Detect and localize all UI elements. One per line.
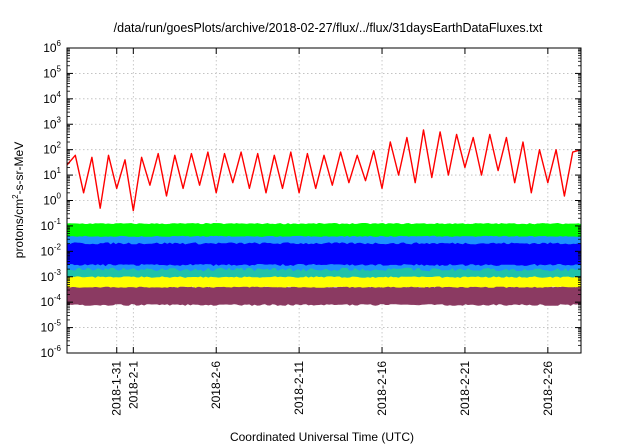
chart-title: /data/run/goesPlots/archive/2018-02-27/f… bbox=[114, 21, 543, 35]
y-tick-exponent: 2 bbox=[57, 141, 62, 150]
y-axis-label-superscript: 2 bbox=[11, 194, 20, 199]
y-tick-base: 10 bbox=[43, 41, 57, 55]
y-tick-base: 10 bbox=[41, 244, 55, 258]
y-tick-base: 10 bbox=[41, 321, 55, 335]
y-tick-base: 10 bbox=[43, 92, 57, 106]
y-tick-exponent: 6 bbox=[57, 39, 62, 48]
series-line-6 bbox=[66, 129, 582, 212]
series-band-5 bbox=[66, 242, 582, 267]
y-tick-label: 105 bbox=[43, 64, 61, 80]
y-tick-label: 101 bbox=[43, 166, 61, 182]
y-tick-base: 10 bbox=[43, 66, 57, 80]
x-axis-label: Coordinated Universal Time (UTC) bbox=[230, 430, 414, 444]
y-tick-base: 10 bbox=[43, 117, 57, 131]
grid-lines bbox=[67, 48, 581, 353]
y-tick-label: 103 bbox=[43, 115, 61, 131]
y-axis-label-part2: -s-sr-MeV bbox=[12, 142, 26, 195]
y-tick-exponent: -3 bbox=[54, 268, 62, 277]
y-tick-label: 106 bbox=[43, 39, 61, 55]
y-tick-base: 10 bbox=[43, 143, 57, 157]
y-tick-label: 104 bbox=[43, 90, 61, 106]
y-axis-label-part1: protons/cm bbox=[12, 199, 26, 258]
x-axis-ticks: 2018-1-31 2018-2-1 2018-2-6 2018-2-11 2018-2… bbox=[110, 48, 555, 416]
x-tick-label: 2018-2-21 bbox=[458, 361, 472, 416]
y-tick-label: 10-5 bbox=[41, 319, 62, 335]
y-tick-exponent: -5 bbox=[54, 319, 62, 328]
series-band-0 bbox=[66, 285, 582, 306]
y-tick-base: 10 bbox=[43, 194, 57, 208]
y-tick-exponent: -2 bbox=[54, 242, 62, 251]
y-tick-exponent: 5 bbox=[57, 64, 62, 73]
series-layer bbox=[66, 129, 582, 306]
y-tick-label: 10-1 bbox=[41, 217, 62, 233]
y-tick-base: 10 bbox=[41, 346, 55, 360]
y-tick-label: 100 bbox=[43, 192, 61, 208]
x-tick-label: 2018-2-1 bbox=[126, 361, 140, 409]
x-tick-label: 2018-2-6 bbox=[209, 361, 223, 409]
x-tick-label: 2018-2-26 bbox=[541, 361, 555, 416]
x-tick-label: 2018-2-11 bbox=[292, 361, 306, 415]
y-tick-label: 10-2 bbox=[41, 242, 62, 258]
y-tick-base: 10 bbox=[41, 295, 55, 309]
x-tick-label: 2018-2-16 bbox=[375, 361, 389, 416]
x-tick-label: 2018-1-31 bbox=[110, 361, 124, 416]
y-tick-exponent: 4 bbox=[57, 90, 62, 99]
y-tick-label: 10-4 bbox=[41, 293, 62, 309]
y-tick-base: 10 bbox=[41, 270, 55, 284]
y-tick-exponent: 0 bbox=[57, 192, 62, 201]
y-tick-exponent: -4 bbox=[54, 293, 62, 302]
y-tick-base: 10 bbox=[43, 168, 57, 182]
y-tick-label: 10-3 bbox=[41, 268, 62, 284]
y-tick-exponent: -1 bbox=[54, 217, 62, 226]
y-tick-label: 102 bbox=[43, 141, 61, 157]
y-axis-ticks: 10-610-510-410-310-210-11001011021031041… bbox=[41, 39, 581, 360]
y-tick-label: 10-6 bbox=[41, 344, 62, 360]
y-tick-base: 10 bbox=[41, 219, 55, 233]
y-tick-exponent: 3 bbox=[57, 115, 62, 124]
y-tick-exponent: -6 bbox=[54, 344, 62, 353]
y-axis-label: protons/cm2-s-sr-MeV bbox=[11, 142, 26, 258]
y-tick-exponent: 1 bbox=[57, 166, 62, 175]
series-band-4 bbox=[66, 222, 582, 237]
